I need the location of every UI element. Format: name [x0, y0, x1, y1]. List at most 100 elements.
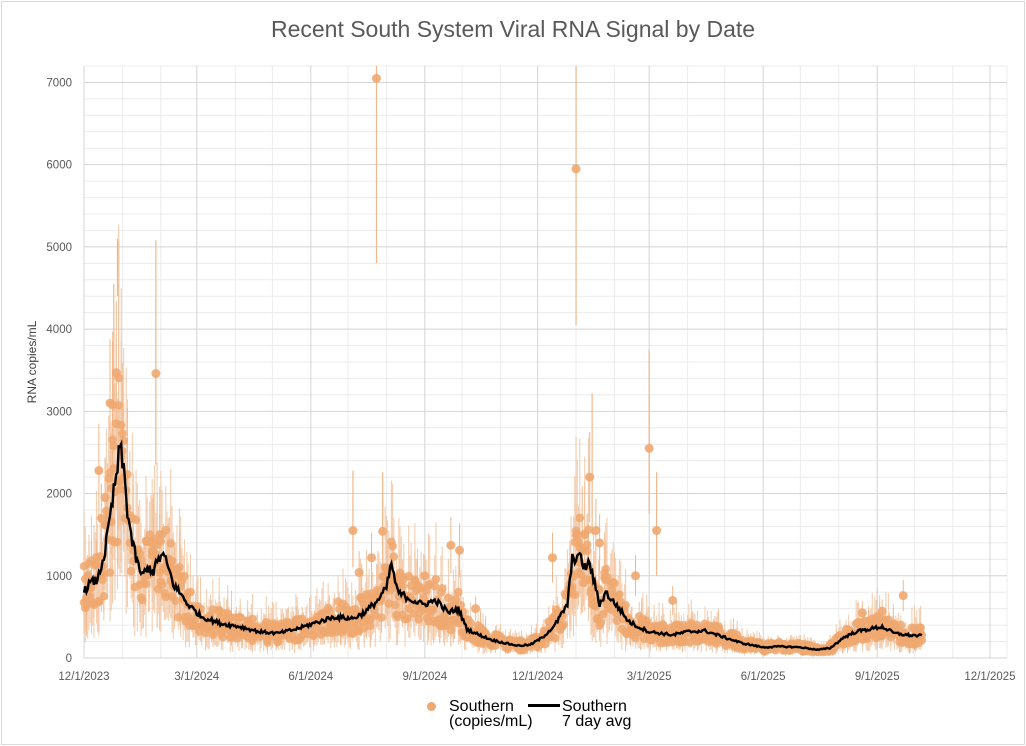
x-tick-label: 12/1/2025 [964, 671, 1015, 683]
data-point [235, 613, 245, 622]
data-point [571, 164, 581, 174]
chart-title: Recent South System Viral RNA Signal by … [270, 16, 756, 42]
data-point [378, 526, 388, 536]
x-tick-labels: 12/1/2023 3/1/2024 6/1/2024 9/1/2024 12/1/20… [58, 671, 1015, 683]
data-point [111, 368, 121, 378]
data-point [115, 476, 125, 486]
data-point [218, 633, 228, 642]
y-tick-label: 4000 [46, 324, 72, 336]
data-point [109, 463, 119, 473]
data-point [157, 580, 167, 589]
data-point [209, 627, 219, 637]
data-point [135, 549, 145, 558]
legend-marker-7day [528, 704, 560, 707]
x-tick-label: 12/1/2024 [512, 671, 564, 683]
data-point [595, 538, 605, 548]
data-point [83, 571, 93, 581]
data-point [167, 556, 177, 566]
y-tick-labels: 0 1000 2000 3000 4000 5000 6000 7000 [46, 77, 72, 665]
x-tick-label: 6/1/2025 [741, 671, 786, 683]
data-point [437, 584, 447, 593]
data-point [377, 613, 386, 622]
data-point [91, 558, 101, 568]
data-point [471, 604, 481, 614]
seven-day-avg-line [82, 439, 923, 652]
data-point [606, 605, 616, 614]
y-tick-label: 5000 [46, 242, 72, 254]
data-point [431, 575, 441, 584]
y-tick-label: 0 [66, 653, 72, 665]
x-tick-label: 9/1/2025 [855, 671, 900, 683]
data-point [116, 420, 126, 430]
data-point [95, 551, 105, 561]
data-point [446, 540, 456, 550]
data-point [466, 618, 475, 628]
data-point [575, 513, 585, 523]
data-point [403, 614, 412, 623]
data-point [591, 526, 601, 536]
data-point [601, 564, 611, 574]
data-point [652, 526, 662, 536]
x-tick-label: 9/1/2024 [402, 671, 447, 683]
y-tick-label: 2000 [46, 489, 72, 501]
data-point [896, 620, 906, 630]
data-point [100, 493, 110, 503]
legend-marker-southern [427, 702, 436, 711]
data-point [175, 562, 184, 572]
data-point [491, 641, 500, 650]
data-point [161, 525, 171, 535]
data-point [354, 567, 364, 577]
data-point [582, 546, 592, 556]
data-point [644, 443, 654, 453]
data-point [917, 635, 927, 645]
data-point [596, 618, 606, 628]
data-point [367, 553, 377, 563]
data-point [430, 581, 440, 591]
data-point [166, 539, 176, 548]
data-point [607, 586, 617, 595]
x-tick-label: 3/1/2025 [627, 671, 672, 683]
data-point [102, 506, 111, 516]
data-point [94, 466, 104, 476]
x-tick-label: 3/1/2024 [174, 671, 219, 683]
data-point [325, 606, 334, 616]
data-point [550, 633, 560, 643]
data-point [584, 525, 593, 534]
data-point [105, 568, 115, 577]
y-tick-label: 7000 [46, 77, 72, 89]
data-point [126, 566, 136, 576]
data-point [180, 571, 189, 581]
data-point [582, 540, 592, 550]
major-gridlines [83, 66, 1007, 659]
data-point [877, 606, 887, 616]
data-point [171, 596, 181, 606]
x-tick-label: 12/1/2023 [58, 671, 109, 683]
y-tick-label: 3000 [46, 406, 72, 418]
data-point [414, 615, 423, 624]
legend-label-7day: Southern 7 day avg [562, 698, 631, 730]
data-point [390, 600, 400, 610]
data-point [389, 552, 399, 561]
data-point [151, 369, 161, 379]
data-point [96, 513, 106, 523]
data-point [668, 595, 678, 605]
data-point [156, 537, 166, 546]
error-bars [83, 66, 923, 657]
y-tick-label: 6000 [46, 160, 72, 172]
data-point [113, 537, 122, 547]
data-point [173, 613, 183, 622]
data-point [388, 541, 397, 551]
data-point [131, 515, 141, 525]
data-point [631, 571, 641, 581]
legend-label-7day-line1: Southern [562, 698, 627, 715]
data-point [615, 590, 624, 599]
data-point [444, 593, 453, 603]
data-point [599, 609, 608, 619]
data-point [248, 614, 257, 624]
data-point [429, 605, 438, 614]
data-point [453, 587, 463, 597]
data-point [451, 595, 461, 604]
data-point [190, 621, 199, 631]
data-point [137, 595, 147, 605]
data-points [79, 73, 927, 657]
